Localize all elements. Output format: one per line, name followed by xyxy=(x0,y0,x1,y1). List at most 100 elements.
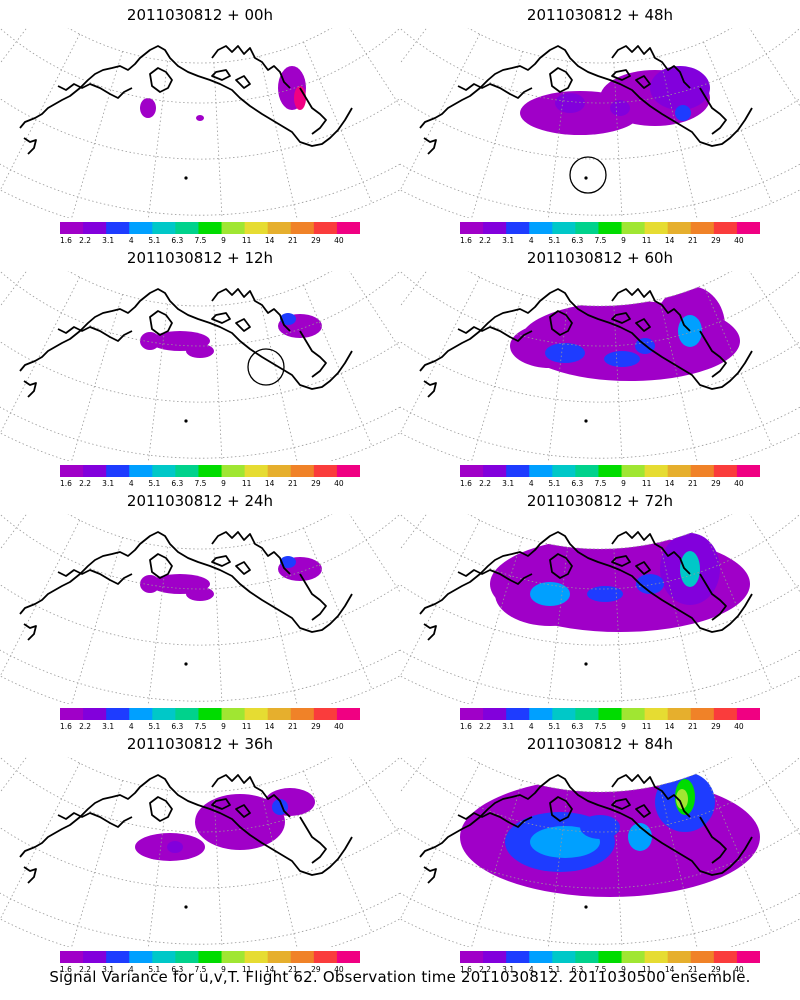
colorbar-tick-label: 6.3 xyxy=(171,722,184,731)
coastline xyxy=(611,798,631,810)
coastline xyxy=(419,531,753,633)
latitude-line xyxy=(400,271,800,347)
coastline xyxy=(699,573,727,621)
colorbar-swatch xyxy=(175,708,199,720)
colorbar-tick-label: 3.1 xyxy=(102,236,115,245)
colorbar-tick-label: 11 xyxy=(641,479,652,488)
colorbar-swatch xyxy=(221,465,246,477)
colorbar-swatch xyxy=(198,951,223,963)
colorbar-swatch xyxy=(506,222,530,234)
coastline xyxy=(211,531,291,575)
latitude-line xyxy=(400,790,800,889)
coastline xyxy=(211,798,231,810)
meridian-line xyxy=(748,28,800,107)
colorbar-tick-label: 2.2 xyxy=(479,722,492,731)
map-panel: 2011030812 + 60h 1.6 2.2 3.1 4 5.1 6.3 7.5 9 11 14… xyxy=(400,243,800,488)
variance-region xyxy=(545,343,585,363)
colorbar-swatch xyxy=(667,465,692,477)
meridian-line xyxy=(400,28,428,65)
colorbar-tick-label: 14 xyxy=(264,236,275,245)
colorbar-swatch xyxy=(267,708,292,720)
colorbar-swatch xyxy=(198,222,223,234)
colorbar-swatch xyxy=(552,708,576,720)
colorbar-swatch xyxy=(129,222,153,234)
panel-title: 2011030812 + 84h xyxy=(526,735,674,753)
coastline xyxy=(611,531,691,575)
colorbar-tick-label: 2.2 xyxy=(79,236,92,245)
meridian-line xyxy=(471,537,523,704)
meridian-line xyxy=(71,780,123,947)
colorbar-swatch xyxy=(621,465,646,477)
colorbar-swatch xyxy=(290,465,315,477)
colorbar-tick-label: 4 xyxy=(528,965,534,974)
coastline xyxy=(57,569,133,585)
colorbar-tick-label: 3.1 xyxy=(102,722,115,731)
latitude-line xyxy=(400,547,800,646)
colorbar-swatch xyxy=(60,465,84,477)
meridian-line xyxy=(0,762,81,920)
coastline xyxy=(549,553,573,579)
meridian-line xyxy=(400,757,428,794)
colorbar-swatch xyxy=(483,222,507,234)
meridian-line xyxy=(303,41,373,204)
colorbar-tick-label: 29 xyxy=(311,722,321,731)
colorbar-tick-label: 40 xyxy=(734,965,744,974)
polar-stereographic-map xyxy=(400,757,800,947)
coastline xyxy=(299,330,327,378)
variance-region xyxy=(530,826,600,858)
colorbar-tick-label: 5.1 xyxy=(148,965,161,974)
colorbar-tick-label: 40 xyxy=(334,965,344,974)
colorbar-swatch xyxy=(129,465,153,477)
colorbar-tick-label: 14 xyxy=(264,965,275,974)
colorbar xyxy=(60,951,360,963)
colorbar-swatch xyxy=(713,951,738,963)
polar-stereographic-map xyxy=(400,271,800,461)
colorbar-swatch xyxy=(244,951,269,963)
colorbar-swatch xyxy=(575,708,599,720)
variance-region xyxy=(628,823,652,851)
coastline xyxy=(699,816,727,864)
map-panel: 2011030812 + 24h 1.6 2.2 3.1 4 5.1 6.3 7.5 9 11 14… xyxy=(0,486,400,731)
colorbar-swatch xyxy=(713,708,738,720)
island xyxy=(184,419,188,423)
panel-title: 2011030812 + 48h xyxy=(526,6,674,24)
latitude-line xyxy=(400,304,800,403)
variance-region xyxy=(604,351,640,367)
colorbar-tick-label: 6.3 xyxy=(171,479,184,488)
variance-region xyxy=(675,105,691,121)
colorbar-tick-label: 14 xyxy=(264,722,275,731)
colorbar xyxy=(60,708,360,720)
colorbar-tick-label: 3.1 xyxy=(502,236,515,245)
meridian-line xyxy=(400,514,428,551)
coastline xyxy=(457,326,533,342)
colorbar-swatch xyxy=(736,951,760,963)
meridian-line xyxy=(400,762,481,920)
colorbar-swatch xyxy=(667,951,692,963)
coastline xyxy=(211,774,291,818)
colorbar-swatch xyxy=(175,222,199,234)
coastline xyxy=(23,623,37,641)
colorbar-tick-label: 2.2 xyxy=(479,479,492,488)
colorbar xyxy=(60,222,360,234)
colorbar-tick-label: 4 xyxy=(528,236,534,245)
variance-region xyxy=(636,574,664,594)
coastline xyxy=(457,569,533,585)
map-panel: 2011030812 + 12h 1.6 2.2 3.1 4 5.1 6.3 7.5 9 11 14… xyxy=(0,243,400,488)
coastline xyxy=(19,774,353,876)
latitude-line xyxy=(0,790,400,889)
colorbar-labels: 1.6 2.2 3.1 4 5.1 6.3 7.5 9 11 14 21 29 40 xyxy=(460,722,760,732)
colorbar-swatch xyxy=(690,222,715,234)
colorbar-swatch xyxy=(713,465,738,477)
meridian-line xyxy=(400,519,481,677)
coastline xyxy=(299,87,327,135)
colorbar-swatch xyxy=(460,951,484,963)
colorbar-tick-label: 2.2 xyxy=(479,236,492,245)
colorbar-tick-label: 11 xyxy=(641,722,652,731)
colorbar-swatch xyxy=(267,951,292,963)
colorbar-tick-label: 4 xyxy=(128,965,134,974)
coastline xyxy=(211,45,291,89)
map-boundary xyxy=(400,514,800,704)
colorbar xyxy=(460,951,760,963)
meridian-line xyxy=(400,271,428,308)
panel-title: 2011030812 + 24h xyxy=(126,492,274,510)
